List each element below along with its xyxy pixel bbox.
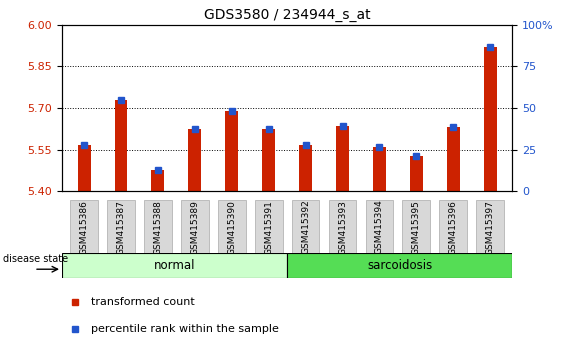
FancyBboxPatch shape [107, 200, 135, 253]
FancyBboxPatch shape [292, 200, 319, 253]
Bar [151, 170, 164, 191]
Bar [189, 129, 202, 191]
FancyBboxPatch shape [365, 200, 394, 253]
Bar [225, 111, 238, 191]
FancyBboxPatch shape [70, 200, 98, 253]
Bar [262, 129, 275, 191]
Title: GDS3580 / 234944_s_at: GDS3580 / 234944_s_at [204, 8, 370, 22]
Text: GSM415387: GSM415387 [117, 200, 126, 255]
Text: GSM415393: GSM415393 [338, 200, 347, 255]
FancyBboxPatch shape [439, 200, 467, 253]
Bar [447, 127, 460, 191]
FancyBboxPatch shape [62, 253, 287, 278]
FancyBboxPatch shape [287, 253, 512, 278]
FancyBboxPatch shape [329, 200, 356, 253]
Bar [78, 145, 91, 191]
Text: GSM415391: GSM415391 [264, 200, 273, 255]
Text: transformed count: transformed count [91, 297, 195, 307]
FancyBboxPatch shape [181, 200, 209, 253]
Bar [336, 126, 349, 191]
Text: GSM415396: GSM415396 [449, 200, 458, 255]
Text: GSM415389: GSM415389 [190, 200, 199, 255]
Bar [299, 145, 312, 191]
Bar [410, 156, 423, 191]
Text: percentile rank within the sample: percentile rank within the sample [91, 324, 279, 334]
Text: sarcoidosis: sarcoidosis [367, 259, 432, 272]
Text: disease state: disease state [3, 254, 68, 264]
Text: GSM415395: GSM415395 [412, 200, 421, 255]
Text: GSM415386: GSM415386 [79, 200, 88, 255]
FancyBboxPatch shape [218, 200, 245, 253]
FancyBboxPatch shape [403, 200, 430, 253]
Text: GSM415397: GSM415397 [486, 200, 495, 255]
Text: GSM415388: GSM415388 [153, 200, 162, 255]
FancyBboxPatch shape [144, 200, 172, 253]
Bar [373, 147, 386, 191]
FancyBboxPatch shape [476, 200, 504, 253]
Text: GSM415394: GSM415394 [375, 200, 384, 255]
Text: GSM415390: GSM415390 [227, 200, 236, 255]
Bar [114, 99, 127, 191]
Text: normal: normal [154, 259, 195, 272]
FancyBboxPatch shape [255, 200, 283, 253]
Bar [484, 47, 497, 191]
Text: GSM415392: GSM415392 [301, 200, 310, 255]
